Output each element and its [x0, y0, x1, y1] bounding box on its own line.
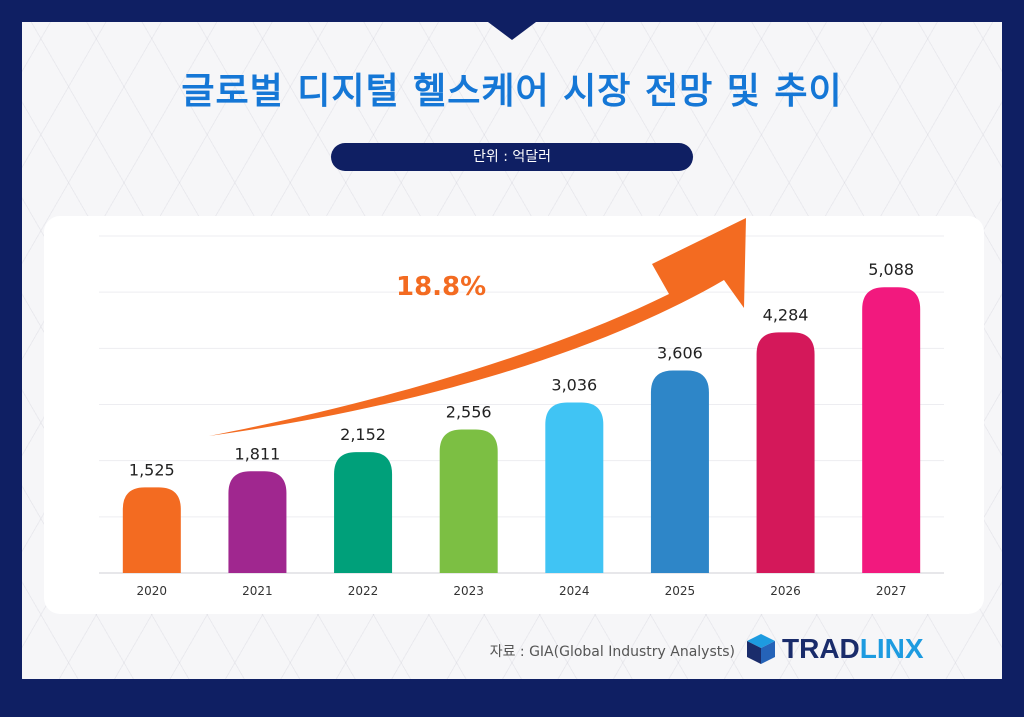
x-tick-label: 2021 [242, 584, 273, 598]
x-tick-label: 2023 [453, 584, 484, 598]
brand-part-2: LINX [859, 633, 924, 664]
value-label: 1,811 [235, 444, 281, 463]
value-label: 3,606 [657, 343, 703, 362]
top-notch [488, 22, 536, 40]
page-title: 글로벌 디지털 헬스케어 시장 전망 및 추이 [181, 71, 843, 112]
value-label: 3,036 [551, 375, 597, 394]
brand-part-1: TRAD [782, 633, 860, 664]
x-tick-label: 2026 [770, 584, 801, 598]
x-tick-label: 2020 [137, 584, 168, 598]
cube-logo-icon [747, 634, 775, 664]
value-label: 2,556 [446, 402, 492, 421]
tradlinx-logo: TRADLINX [746, 632, 924, 666]
bar-2027 [862, 287, 921, 573]
bar-2026 [756, 332, 815, 573]
x-tick-label: 2025 [665, 584, 696, 598]
source-note: 자료 : GIA(Global Industry Analysts) [489, 644, 735, 660]
x-tick-label: 2024 [559, 584, 590, 598]
growth-rate-label: 18.8% [396, 272, 486, 302]
bar-2025 [650, 370, 709, 573]
x-tick-label: 2022 [348, 584, 379, 598]
chart-card: 1,525 2020 1,811 2021 2,152 2022 2,556 2023 3,03… [44, 216, 984, 614]
bar-2020 [122, 487, 181, 573]
value-label: 4,284 [763, 305, 809, 324]
bar-chart: 1,525 2020 1,811 2021 2,152 2022 2,556 2023 3,03… [99, 218, 944, 598]
brand-name: TRADLINX [782, 633, 924, 665]
value-label: 2,152 [340, 425, 386, 444]
bar-2024 [545, 402, 604, 573]
value-label: 5,088 [868, 260, 914, 279]
x-tick-label: 2027 [876, 584, 907, 598]
bar-2023 [439, 429, 498, 573]
bar-2022 [334, 452, 393, 573]
value-label: 1,525 [129, 460, 175, 479]
unit-label: 단위 : 억달러 [331, 143, 693, 171]
bar-2021 [228, 471, 287, 573]
